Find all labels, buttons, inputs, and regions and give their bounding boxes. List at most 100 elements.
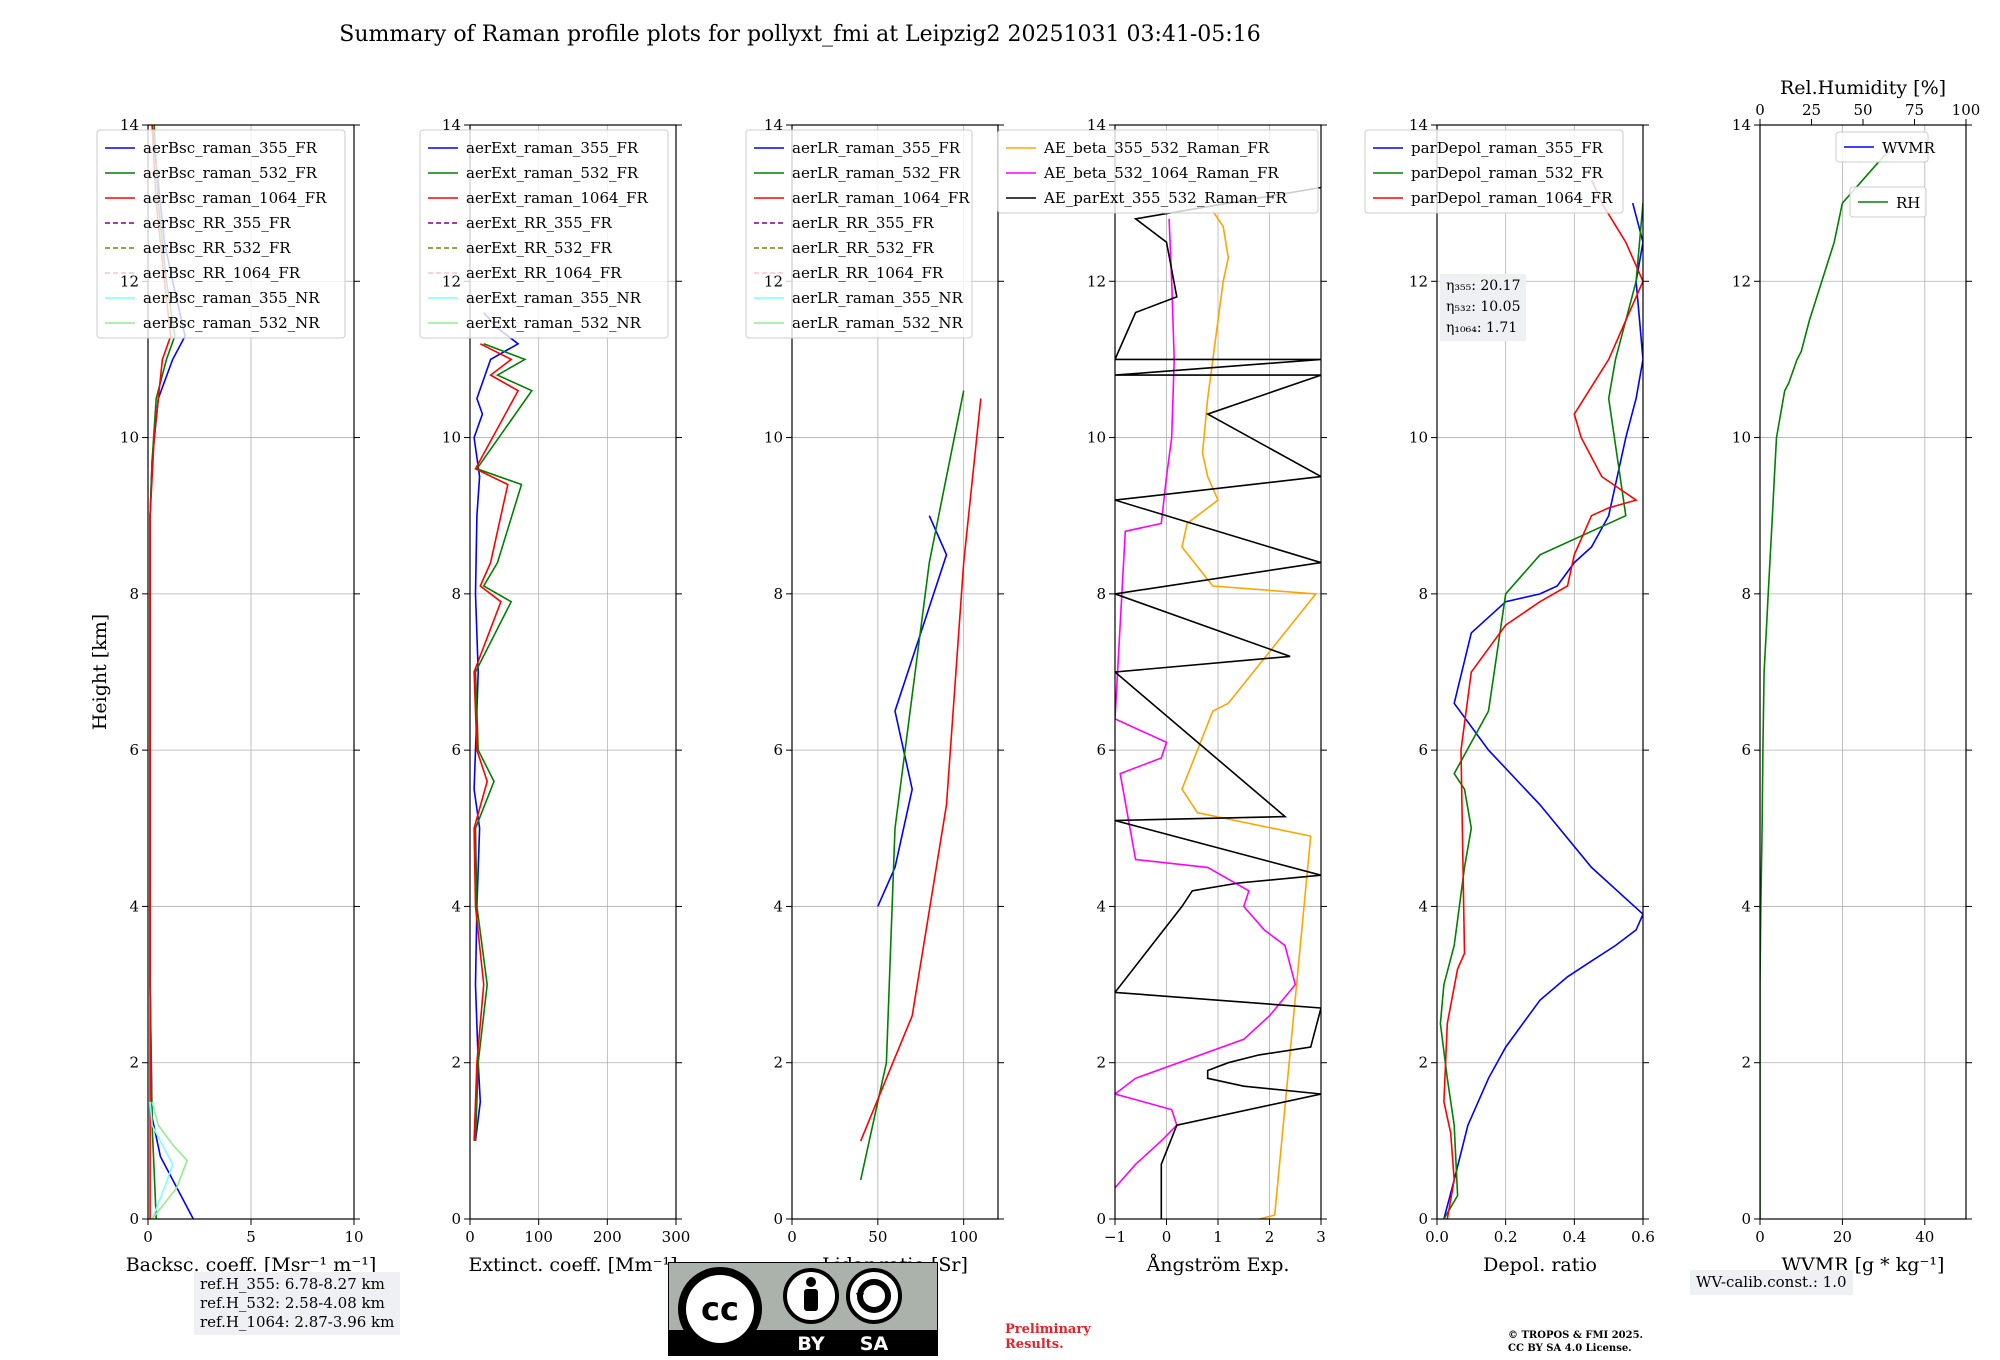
legend-label: aerLR_RR_1064_FR <box>792 264 944 282</box>
x-tick-label: 50 <box>868 1228 887 1246</box>
series-line-AE_beta_355_532_Raman_FR <box>1181 210 1318 1219</box>
legend-label: aerBsc_raman_355_NR <box>143 289 320 307</box>
y-tick-label: 4 <box>773 897 783 915</box>
preliminary-note: Preliminary Results. <box>1005 1322 1091 1352</box>
y-tick-label: 10 <box>120 429 139 447</box>
legend <box>1835 131 1929 218</box>
y-tick-label: 0 <box>1096 1210 1106 1228</box>
legend-label: aerLR_RR_532_FR <box>792 239 934 257</box>
y-axis-label: Height [km] <box>89 614 111 730</box>
series-line-parDepol_raman_532_FR <box>1439 203 1643 1219</box>
y-tick-label: 10 <box>1732 429 1751 447</box>
plot-area <box>859 390 982 1181</box>
legend-label: aerBsc_raman_355_FR <box>143 139 318 157</box>
legend-label: aerBsc_RR_1064_FR <box>143 264 301 282</box>
ref-height-box: ref.H_355: 6.78-8.27 km ref.H_532: 2.58-… <box>194 1272 401 1335</box>
plot-area <box>1760 139 1905 1219</box>
ref-height-355: ref.H_355: 6.78-8.27 km <box>200 1275 385 1293</box>
cc-icon-text: cc <box>701 1290 739 1328</box>
legend-label: parDepol_raman_532_FR <box>1411 164 1604 182</box>
x-tick-label: 40 <box>1915 1228 1934 1246</box>
x-tick-label: 0.4 <box>1562 1228 1586 1246</box>
y-tick-label: 0 <box>1418 1210 1428 1228</box>
license-line: CC BY SA 4.0 License. <box>1508 1343 1632 1354</box>
legend-label: aerExt_RR_532_FR <box>466 239 613 257</box>
series-line-aerBsc_raman_355_NR <box>149 1101 174 1219</box>
ref-height-532: ref.H_532: 2.58-4.08 km <box>200 1294 385 1312</box>
y-tick-label: 10 <box>442 429 461 447</box>
sa-icon <box>846 1268 902 1324</box>
x-tick-label: −1 <box>1104 1228 1126 1246</box>
series-line-aerExt_raman_1064_FR <box>473 343 520 1141</box>
y-tick-label: 4 <box>1741 897 1751 915</box>
y-tick-label: 6 <box>129 741 139 759</box>
y-tick-label: 0 <box>451 1210 461 1228</box>
y-tick-label: 14 <box>442 116 461 134</box>
x-tick-label: 0 <box>465 1228 475 1246</box>
y-tick-label: 10 <box>1087 429 1106 447</box>
legend <box>1364 129 1624 214</box>
legend-label: aerExt_raman_355_NR <box>466 289 642 307</box>
x-tick-label: 0 <box>143 1228 153 1246</box>
y-tick-label: 0 <box>773 1210 783 1228</box>
y-tick-label: 8 <box>451 585 461 603</box>
figure-title: Summary of Raman profile plots for polly… <box>339 22 1261 47</box>
y-tick-label: 2 <box>1418 1054 1428 1072</box>
legend-label: AE_parExt_355_532_Raman_FR <box>1043 189 1288 207</box>
y-tick-label: 10 <box>764 429 783 447</box>
y-tick-label: 4 <box>1096 897 1106 915</box>
series-line-aerExt_raman_355_FR <box>473 311 520 1141</box>
x-tick-label: 0 <box>1162 1228 1172 1246</box>
legend-label: AE_beta_355_532_Raman_FR <box>1043 139 1270 157</box>
x-tick-label: 100 <box>949 1228 978 1246</box>
series-line-RH <box>1760 139 1905 1219</box>
series-line-aerLR_raman_532_FR <box>859 390 965 1181</box>
legend <box>745 129 973 339</box>
x-tick-label: 1 <box>1213 1228 1223 1246</box>
x-axis-label: Depol. ratio <box>1483 1254 1597 1276</box>
y-tick-label: 0 <box>1741 1210 1751 1228</box>
y-tick-label: 14 <box>120 116 139 134</box>
secondary-x-tick-label: 75 <box>1905 101 1924 119</box>
x-tick-label: 3 <box>1316 1228 1326 1246</box>
x-tick-label: 200 <box>593 1228 622 1246</box>
y-tick-label: 14 <box>1732 116 1751 134</box>
y-tick-label: 14 <box>1087 116 1106 134</box>
series-line-aerLR_raman_355_FR <box>877 515 948 907</box>
legend-box <box>997 129 1319 214</box>
legend-label: aerLR_raman_532_FR <box>792 164 961 182</box>
legend-label: aerBsc_raman_532_FR <box>143 164 318 182</box>
legend-label: aerExt_raman_355_FR <box>466 139 639 157</box>
y-tick-label: 8 <box>1418 585 1428 603</box>
y-tick-label: 0 <box>129 1210 139 1228</box>
y-tick-label: 2 <box>1741 1054 1751 1072</box>
x-tick-label: 0 <box>1755 1228 1765 1246</box>
by-label: BY <box>797 1333 824 1355</box>
series-line-parDepol_raman_355_FR <box>1443 202 1643 1219</box>
eta-box: η₃₅₅: 20.17 η₅₃₂: 10.05 η₁₀₆₄: 1.71 <box>1440 274 1527 341</box>
plot-area <box>1115 186 1321 1219</box>
legend-label: parDepol_raman_355_FR <box>1411 139 1604 157</box>
sa-icon-arrow <box>856 1293 864 1302</box>
legend-label: aerLR_RR_355_FR <box>792 214 934 232</box>
y-tick-label: 4 <box>129 897 139 915</box>
panel-1 <box>96 124 360 1225</box>
y-tick-label: 8 <box>129 585 139 603</box>
x-tick-label: 10 <box>344 1228 363 1246</box>
cc-icon <box>686 1275 754 1343</box>
eta-1064: η₁₀₆₄: 1.71 <box>1446 320 1518 336</box>
y-tick-label: 10 <box>1409 429 1428 447</box>
legend-box <box>96 129 346 339</box>
y-tick-label: 12 <box>1732 272 1751 290</box>
y-tick-label: 12 <box>764 272 783 290</box>
series-line-AE_parExt_355_532_Raman_FR <box>1115 186 1321 1219</box>
plot-area <box>1439 179 1643 1219</box>
x-tick-label: 5 <box>246 1228 256 1246</box>
legend-label: aerLR_raman_1064_FR <box>792 189 970 207</box>
x-tick-label: 100 <box>524 1228 553 1246</box>
legend <box>96 129 346 339</box>
by-icon-body <box>804 1289 818 1311</box>
y-tick-label: 14 <box>764 116 783 134</box>
axes-frame <box>791 124 999 1220</box>
